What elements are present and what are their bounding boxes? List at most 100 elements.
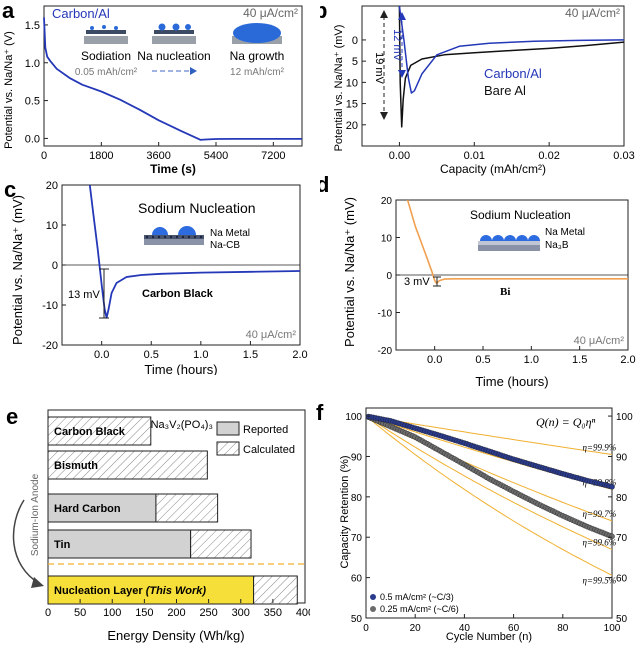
pd-xtick-label: 0.5 [475,354,490,366]
legend-reported-swatch [216,421,240,436]
panel-b-ylabel: Potential vs. Na/Na⁺ (mV) [333,25,345,152]
dot-0p5 [609,484,615,490]
bar-label-main: Nucleation Layer [54,585,146,597]
scheme-step3: Na growth [230,49,285,63]
sodiation-schematic [84,25,128,44]
pd-ytick-label: -10 [378,309,393,320]
pe-xtick-label: 350 [264,607,282,619]
panel-a-xlabel: Time (s) [150,162,196,176]
pc-xtick-label: 1.0 [193,349,208,361]
guide-label: η=99.7% [582,509,616,519]
pb-xtick-label: 0.01 [464,150,485,162]
panel-b-current: 40 μA/cm² [565,6,620,20]
panel-a-scheme: Sodiation 0.05 mAh/cm² Na nucleation Na … [75,23,285,78]
pd-ytick-label: 0 [386,271,392,282]
ann-19mv-arrow-bot [380,112,388,120]
panel-f-xlabel: Cycle Number (n) [446,631,532,643]
panel-b-xlabel: Capacity (mAh/cm²) [440,162,546,176]
panel-f-ylabel: Capacity Retention (%) [339,455,351,568]
legend-reported: Reported [243,424,288,436]
scheme-step2: Na nucleation [137,49,210,63]
panel-c-xlabel: Time (hours) [144,362,217,375]
pd-xtick-label: 1.5 [572,354,587,366]
bar-calculated [47,450,208,480]
panel-d-metal-label: Na Metal [545,227,585,238]
panel-d: d Potential vs. Na/Na⁺ (mV) 0.0 0.5 1.0 1.5… [320,172,636,389]
pd-xtick-label: 2.0 [620,354,635,366]
pa-ytick-label: 0.5 [25,96,40,108]
pf-right-ytick-label: 60 [616,574,628,585]
guide-label: η=99.5% [582,575,616,585]
panel-d-series [406,199,628,285]
pf-right-ytick-label: 70 [616,533,628,544]
pf-left-ytick-label: 80 [351,493,363,504]
scheme-step1-sub: 0.05 mAh/cm² [75,67,138,78]
panel-d-letter: d [320,172,329,197]
panel-f-series [365,413,615,540]
panel-d-title: Sodium Nucleation [470,208,571,222]
pe-xtick-label: 50 [74,607,86,619]
panel-a-frame [43,5,303,147]
panel-c-current: 40 μA/cm² [246,329,297,341]
panel-d-substrate-label: Na₃B [545,240,569,251]
panel-c-series [88,184,301,319]
panel-d-material: Bi [500,286,510,298]
bar-label: Bismuth [54,460,98,472]
guide-label: η=99.6% [582,537,616,547]
panel-c-ann: 13 mV [68,289,100,301]
pf-xtick-label: 40 [459,623,471,634]
panel-a-series [43,17,302,141]
dot-0p25 [609,533,615,540]
panel-a-series-label: Carbon/Al [52,6,110,21]
panel-c-nucleation-schematic [144,226,204,245]
bar-label-italic: (This Work) [146,585,207,597]
guide-curve [365,415,613,550]
pf-right-ytick-label: 50 [616,614,628,625]
panel-f: f Capacity Retention (%) η=99.9%η=99.8%η… [316,400,633,643]
panel-b: b Potential vs. Na/Na⁺ (mV) 0.00 0.01 0.02… [320,0,635,176]
panel-a-ylabel: Potential vs. Na/Na⁺ (V) [3,31,15,149]
panel-e-curved-arrowhead [31,577,44,588]
legend-calculated: Calculated [243,444,295,456]
legend-carbon-al: Carbon/Al [484,66,542,81]
panel-d-ann: 3 mV [404,276,430,288]
pd-xtick-label: 0.0 [427,354,442,366]
pb-xtick-label: 0.03 [613,150,634,162]
legend-calculated-swatch [216,441,240,456]
panel-c-title: Sodium Nucleation [138,200,256,216]
pd-ytick-label: -20 [378,346,393,357]
panel-e-ticks: 0 50 100 150 200 250 300 350 400 [45,599,310,619]
guide-label: η=99.9% [582,443,616,453]
bar-calculated [47,416,152,446]
pe-xtick-label: 300 [232,607,250,619]
panel-e-bars: Carbon Black Bismuth Hard Carbon Tin Nucleat… [47,416,298,605]
pc-xtick-label: 2.0 [292,349,307,361]
scheme-step1: Sodiation [81,49,131,63]
pf-right-ytick-label: 90 [616,452,628,463]
pc-ytick-label: 0 [52,260,58,272]
pd-xtick-label: 1.0 [524,354,539,366]
bar-reported [47,575,255,605]
panel-f-frame [365,407,613,619]
pd-ytick-label: 20 [381,196,393,207]
panel-d-current: 40 μA/cm² [574,335,625,347]
series-bare-al [398,5,625,128]
panel-c: c Potential vs. Na/Na⁺ (mV) 0.0 0.5 1.0 1.5… [4,177,308,375]
pf-left-ytick-label: 100 [345,412,362,423]
pb-xtick-label: 0.02 [538,150,559,162]
pf-right-ytick-label: 80 [616,493,628,504]
panel-e-title: X // Na₃V₂(PO₄)₃ [131,419,213,431]
pe-xtick-label: 150 [135,607,153,619]
pc-ytick-label: 20 [46,180,58,192]
panel-d-ticks: 0.0 0.5 1.0 1.5 2.0 20 10 0 -10 -20 [378,196,636,366]
pa-xtick-label: 0 [41,150,47,162]
panel-b-frame [361,5,625,147]
legend-0p25-marker [370,606,376,612]
pf-xtick-label: 20 [410,623,422,634]
pe-xtick-label: 250 [199,607,217,619]
legend-bare-al: Bare Al [484,83,526,98]
panel-c-ylabel: Potential vs. Na/Na⁺ (mV) [10,195,25,345]
bar-label: Nucleation Layer (This Work) [54,585,206,597]
bar-calculated [190,529,252,559]
pe-xtick-label: 200 [167,607,185,619]
